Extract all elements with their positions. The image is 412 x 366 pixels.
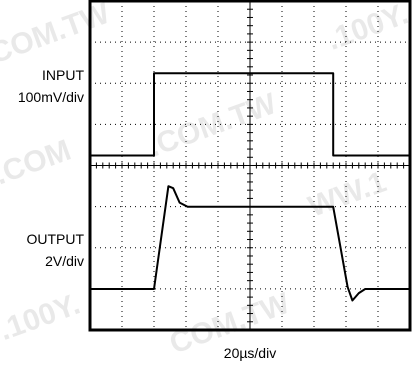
svg-text:COM.TW: COM.TW [0,0,115,71]
output-trace [90,185,410,302]
svg-text:.100Y.: .100Y. [0,288,84,348]
svg-text:.100Y.: .100Y. [323,0,412,57]
svg-text:.COM.TW: .COM.TW [144,87,281,164]
x-scale-label: 20µs/div [224,345,276,361]
plot-frame [88,0,412,332]
traces [90,72,410,302]
grid [90,1,410,330]
input-channel-scale: 100mV/div [18,89,84,105]
output-channel-name: OUTPUT [26,231,84,247]
svg-text:Y.COM: Y.COM [0,134,75,198]
input-channel-name: INPUT [42,67,84,83]
svg-text:WW.1: WW.1 [304,165,390,223]
output-channel-scale: 2V/div [45,253,84,269]
input-trace [90,72,410,157]
